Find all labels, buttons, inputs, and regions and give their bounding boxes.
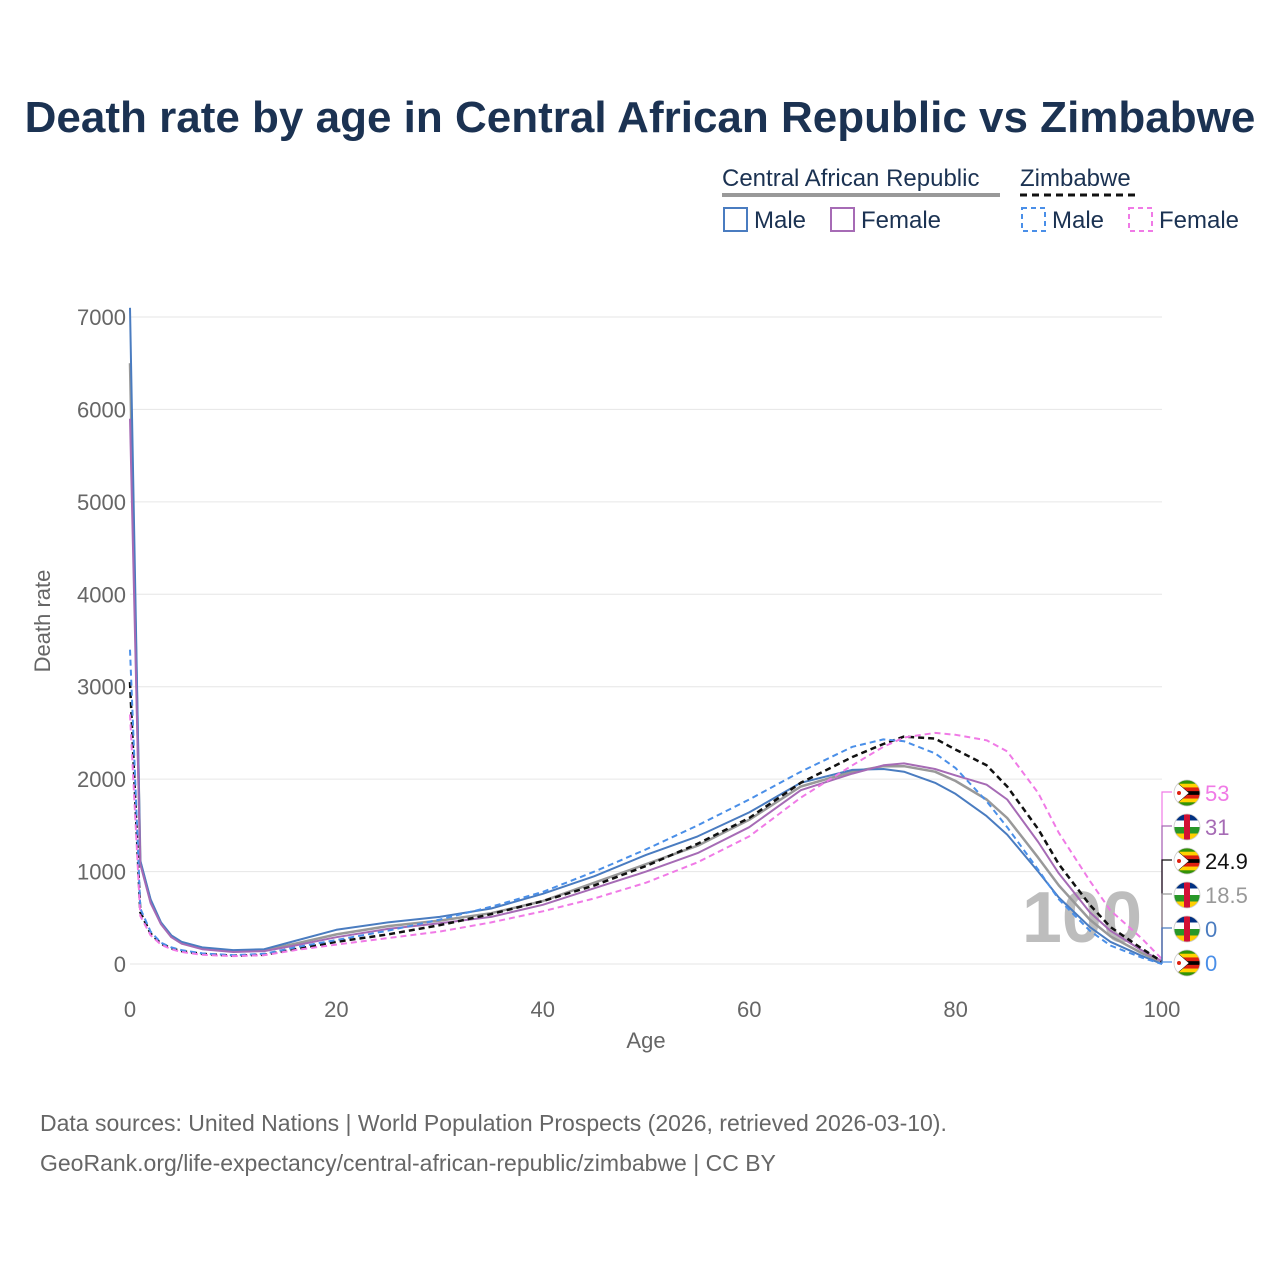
end-label-value: 31 [1205,815,1229,840]
end-label-value: 0 [1205,917,1217,942]
x-tick-label: 20 [324,997,348,1022]
y-tick-label: 4000 [77,582,126,607]
end-label-value: 18.5 [1205,883,1248,908]
chart-title: Death rate by age in Central African Rep… [25,93,1256,142]
y-axis-label: Death rate [30,570,55,673]
x-tick-label: 80 [943,997,967,1022]
end-label-value: 53 [1205,781,1229,806]
legend-zwe-male: Male [1052,207,1104,234]
end-label-connector [1161,791,1172,960]
y-tick-label: 2000 [77,767,126,792]
x-tick-label: 40 [531,997,555,1022]
y-tick-label: 6000 [77,397,126,422]
legend: Central African Republic Zimbabwe Male F… [722,165,1239,234]
x-tick-label: 0 [124,997,136,1022]
x-tick-label: 60 [737,997,761,1022]
source-line-1: Data sources: United Nations | World Pop… [40,1110,947,1136]
y-tick-label: 3000 [77,675,126,700]
legend-country1: Central African Republic [722,165,979,192]
legend-zwe-male-swatch [1021,207,1046,232]
legend-country2: Zimbabwe [1020,165,1131,192]
end-label-connector [1161,961,1172,964]
series-line-zwe-female [129,714,1163,960]
series-line-zwe-male [129,649,1163,965]
series-line-car-male [129,307,1163,965]
legend-car-male: Male [754,207,806,234]
y-axis-ticks: 0 1000 2000 3000 4000 5000 6000 7000 [77,305,126,977]
flag-car-icon [1173,813,1201,841]
legend-car-female-swatch [830,207,855,232]
legend-car-male-swatch [723,207,748,232]
flag-zimbabwe-icon [1173,949,1201,977]
year-watermark: 100 [1022,878,1142,958]
end-label-connector [1161,859,1172,962]
series [128,307,1163,965]
x-axis-ticks: 0 20 40 60 80 100 [124,997,1180,1022]
x-axis-label: Age [626,1028,665,1053]
y-tick-label: 5000 [77,490,126,515]
series-line-car-female [129,418,1163,962]
x-tick-label: 100 [1144,997,1181,1022]
end-label-value: 0 [1205,951,1217,976]
legend-zwe-female-swatch [1128,207,1153,232]
y-tick-label: 7000 [77,305,126,330]
end-label-value: 24.9 [1205,849,1248,874]
end-label-connector [1161,927,1172,964]
flag-car-icon [1173,881,1201,909]
flag-car-icon [1173,915,1201,943]
series-line-zwe-total [128,682,1163,963]
y-tick-label: 1000 [77,860,126,885]
flag-zimbabwe-icon [1173,779,1201,807]
flag-zimbabwe-icon [1173,847,1201,875]
legend-car-female: Female [861,207,941,234]
y-tick-label: 0 [114,952,126,977]
end-labels: 53 31 24.9 18.5 0 0 [1161,779,1248,977]
legend-zwe-female: Female [1159,207,1239,234]
source-line-2: GeoRank.org/life-expectancy/central-afri… [40,1150,776,1176]
